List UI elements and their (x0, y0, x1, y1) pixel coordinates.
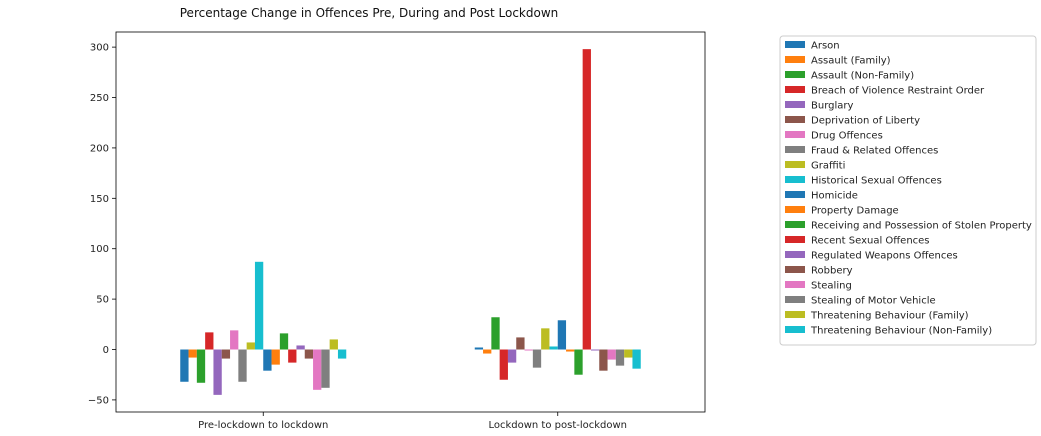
bar (279, 333, 289, 350)
legend-label: Robbery (811, 266, 853, 277)
bar (516, 337, 525, 350)
bar (313, 349, 322, 390)
bar (566, 349, 575, 352)
bar (180, 349, 189, 382)
y-tick-label: 150 (90, 194, 109, 205)
legend-label: Recent Sexual Offences (811, 236, 930, 247)
bar (329, 339, 338, 350)
y-tick-label: 0 (103, 345, 109, 356)
bar (221, 349, 231, 359)
bar (549, 346, 558, 350)
legend-swatch (785, 131, 805, 138)
bar (607, 349, 616, 360)
bar (188, 349, 197, 358)
bar (499, 349, 508, 380)
legend-swatch (785, 236, 805, 243)
bar (574, 349, 583, 375)
bar (590, 349, 600, 351)
legend-label: Homicide (811, 191, 858, 202)
legend-swatch (785, 101, 805, 108)
legend-label: Arson (811, 41, 840, 52)
y-tick-label: 200 (90, 143, 109, 154)
y-tick-label: 250 (90, 93, 109, 104)
legend-swatch (785, 296, 805, 303)
y-axis: −50 0 50 100 150 200 250 300 (88, 43, 116, 406)
legend-swatch (785, 71, 805, 78)
legend-label: Burglary (811, 101, 853, 112)
legend-swatch (785, 326, 805, 333)
bar (541, 328, 550, 350)
legend-swatch (785, 191, 805, 198)
legend: Arson Assault (Family) Assault (Non-Family… (779, 35, 1037, 346)
bar (254, 261, 264, 350)
x-tick-label: Pre-lockdown to lockdown (198, 420, 328, 431)
y-tick-label: −50 (88, 395, 109, 406)
bar (271, 349, 280, 365)
bar (196, 349, 206, 383)
legend-label: Threatening Behaviour (Family) (810, 311, 969, 322)
legend-swatch (785, 161, 805, 168)
legend-swatch (785, 281, 805, 288)
legend-label: Property Damage (811, 206, 899, 217)
x-axis: Pre-lockdown to lockdown Lockdown to post… (198, 412, 627, 431)
legend-swatch (785, 206, 805, 213)
legend-label: Historical Sexual Offences (811, 176, 942, 187)
legend-swatch (785, 251, 805, 258)
bar (557, 320, 567, 350)
bar (213, 349, 222, 395)
legend-swatch (785, 116, 805, 123)
bar (532, 349, 542, 368)
legend-label: Assault (Family) (811, 56, 891, 67)
bar (230, 330, 239, 350)
legend-label: Drug Offences (811, 131, 883, 142)
legend-label: Receiving and Possession of Stolen Prope… (811, 221, 1032, 232)
legend-label: Deprivation of Liberty (811, 116, 920, 127)
bar (491, 317, 500, 350)
legend-label: Stealing (811, 281, 852, 292)
bar (321, 349, 330, 388)
bar (263, 349, 272, 371)
y-tick-label: 300 (90, 43, 109, 54)
legend-label: Threatening Behaviour (Non-Family) (810, 326, 992, 337)
bar (205, 332, 214, 350)
chart-title: Percentage Change in Offences Pre, Durin… (180, 6, 559, 20)
legend-swatch (785, 86, 805, 93)
legend-label: Assault (Non-Family) (811, 71, 914, 82)
bar (599, 349, 608, 371)
legend-label: Regulated Weapons Offences (811, 251, 958, 262)
y-tick-label: 100 (90, 244, 109, 255)
legend-swatch (785, 266, 805, 273)
bar (582, 49, 591, 350)
bar (337, 349, 347, 359)
legend-swatch (785, 146, 805, 153)
plot-frame (115, 31, 706, 413)
legend-swatch (785, 56, 805, 63)
bar (474, 347, 484, 350)
y-tick-label: 50 (96, 295, 109, 306)
bar (296, 345, 305, 350)
bar (304, 349, 314, 359)
bar (507, 349, 517, 363)
bar (624, 349, 633, 358)
legend-box (779, 35, 1037, 346)
legend-label: Graffiti (811, 161, 845, 172)
plot-area (115, 31, 706, 413)
bar (246, 342, 255, 350)
bar (483, 349, 492, 354)
bar (632, 349, 641, 369)
legend-swatch (785, 176, 805, 183)
legend-label: Stealing of Motor Vehicle (811, 296, 936, 307)
legend-swatch (785, 311, 805, 318)
bar (524, 349, 533, 351)
legend-swatch (785, 221, 805, 228)
bar (238, 349, 247, 382)
legend-swatch (785, 41, 805, 48)
legend-label: Breach of Violence Restraint Order (811, 86, 985, 97)
bar (288, 349, 297, 363)
legend-label: Fraud & Related Offences (811, 146, 938, 157)
x-tick-label: Lockdown to post-lockdown (488, 420, 627, 431)
bar (615, 349, 625, 366)
